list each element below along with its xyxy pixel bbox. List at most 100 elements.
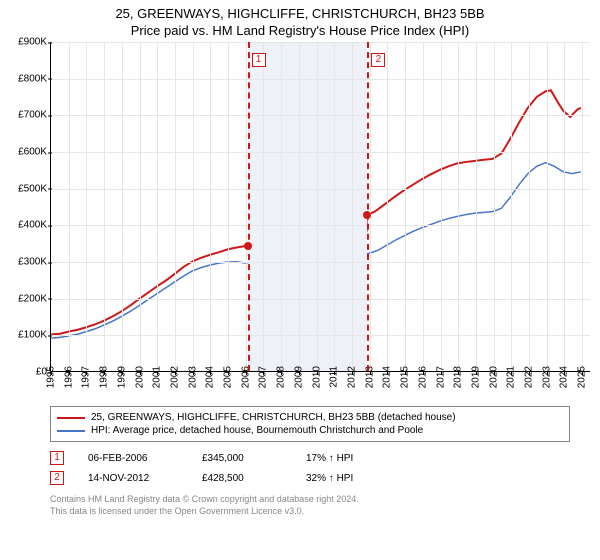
- footer-attribution: Contains HM Land Registry data © Crown c…: [50, 494, 570, 517]
- plot-region: £0£100K£200K£300K£400K£500K£600K£700K£80…: [50, 42, 590, 372]
- x-tick-label: 2019: [470, 366, 481, 388]
- gridline-v: [210, 42, 211, 371]
- gridline-h: [51, 335, 590, 336]
- sale-dot: [363, 211, 371, 219]
- y-tick-label: £700K: [1, 110, 47, 121]
- x-tick-label: 2016: [417, 366, 428, 388]
- gridline-v: [69, 42, 70, 371]
- y-tick-label: £0: [1, 367, 47, 378]
- sale-marker-box: 2: [371, 53, 385, 67]
- x-tick-label: 2006: [240, 366, 251, 388]
- chart-title-block: 25, GREENWAYS, HIGHCLIFFE, CHRISTCHURCH,…: [0, 0, 600, 42]
- gridline-v: [334, 42, 335, 371]
- gridline-v: [104, 42, 105, 371]
- gridline-v: [228, 42, 229, 371]
- y-tick-label: £300K: [1, 257, 47, 268]
- y-tick-label: £600K: [1, 147, 47, 158]
- y-tick-label: £400K: [1, 220, 47, 231]
- gridline-v: [582, 42, 583, 371]
- sale-date: 14-NOV-2012: [88, 473, 178, 484]
- sale-price: £345,000: [202, 453, 282, 464]
- gridline-v: [529, 42, 530, 371]
- gridline-h: [51, 189, 590, 190]
- gridline-v: [511, 42, 512, 371]
- y-tick-label: £500K: [1, 183, 47, 194]
- x-tick-label: 2025: [577, 366, 588, 388]
- legend-row: 25, GREENWAYS, HIGHCLIFFE, CHRISTCHURCH,…: [57, 411, 563, 424]
- legend-swatch: [57, 417, 85, 419]
- gridline-v: [441, 42, 442, 371]
- x-tick-label: 2007: [258, 366, 269, 388]
- x-tick-label: 2017: [435, 366, 446, 388]
- gridline-h: [51, 79, 590, 80]
- gridline-h: [51, 262, 590, 263]
- x-tick-label: 2024: [559, 366, 570, 388]
- footer-line-2: This data is licensed under the Open Gov…: [50, 506, 570, 518]
- x-tick-label: 2008: [276, 366, 287, 388]
- x-tick-label: 2018: [453, 366, 464, 388]
- sale-row: 106-FEB-2006£345,00017% ↑ HPI: [50, 448, 570, 468]
- x-tick-label: 1996: [63, 366, 74, 388]
- x-tick-label: 2012: [346, 366, 357, 388]
- gridline-v: [352, 42, 353, 371]
- x-tick-label: 2020: [488, 366, 499, 388]
- gridline-v: [317, 42, 318, 371]
- sale-delta: 17% ↑ HPI: [306, 453, 353, 464]
- x-tick-label: 2021: [506, 366, 517, 388]
- gridline-v: [263, 42, 264, 371]
- gridline-h: [51, 152, 590, 153]
- gridline-h: [51, 225, 590, 226]
- gridline-v: [122, 42, 123, 371]
- legend-label: HPI: Average price, detached house, Bour…: [91, 425, 423, 436]
- gridline-v: [157, 42, 158, 371]
- x-tick-label: 2010: [311, 366, 322, 388]
- gridline-v: [547, 42, 548, 371]
- gridline-v: [476, 42, 477, 371]
- sale-vline: [248, 42, 250, 371]
- x-tick-label: 1998: [99, 366, 110, 388]
- x-tick-label: 1999: [116, 366, 127, 388]
- gridline-v: [458, 42, 459, 371]
- y-tick-label: £800K: [1, 73, 47, 84]
- gridline-v: [387, 42, 388, 371]
- y-tick-label: £200K: [1, 293, 47, 304]
- sale-price: £428,500: [202, 473, 282, 484]
- x-tick-label: 1997: [81, 366, 92, 388]
- chart-subtitle: Price paid vs. HM Land Registry's House …: [0, 23, 600, 38]
- x-tick-label: 2015: [400, 366, 411, 388]
- x-tick-label: 2003: [187, 366, 198, 388]
- legend-box: 25, GREENWAYS, HIGHCLIFFE, CHRISTCHURCH,…: [50, 406, 570, 442]
- gridline-v: [140, 42, 141, 371]
- x-tick-label: 2002: [169, 366, 180, 388]
- sale-row-marker: 1: [50, 451, 64, 465]
- y-tick-label: £100K: [1, 330, 47, 341]
- sale-delta: 32% ↑ HPI: [306, 473, 353, 484]
- gridline-v: [405, 42, 406, 371]
- sale-marker-box: 1: [252, 53, 266, 67]
- x-tick-label: 2000: [134, 366, 145, 388]
- x-tick-label: 2005: [223, 366, 234, 388]
- chart-title: 25, GREENWAYS, HIGHCLIFFE, CHRISTCHURCH,…: [0, 6, 600, 21]
- x-tick-label: 2022: [524, 366, 535, 388]
- x-tick-label: 2013: [364, 366, 375, 388]
- gridline-v: [281, 42, 282, 371]
- gridline-v: [423, 42, 424, 371]
- sale-row: 2 14-NOV-2012 £428,500 32% ↑ HPI: [50, 468, 570, 488]
- legend-swatch: [57, 430, 85, 432]
- sale-vline: [367, 42, 369, 371]
- gridline-h: [51, 115, 590, 116]
- x-tick-label: 2023: [541, 366, 552, 388]
- sale-row-marker: 2: [50, 471, 64, 485]
- footer-line-1: Contains HM Land Registry data © Crown c…: [50, 494, 570, 506]
- x-tick-label: 2014: [382, 366, 393, 388]
- gridline-v: [564, 42, 565, 371]
- sale-dot: [244, 242, 252, 250]
- x-tick-label: 2004: [205, 366, 216, 388]
- gridline-h: [51, 299, 590, 300]
- x-tick-label: 1995: [46, 366, 57, 388]
- x-tick-label: 2009: [293, 366, 304, 388]
- sales-list: 106-FEB-2006£345,00017% ↑ HPI214-NOV-201…: [50, 448, 570, 488]
- legend-row: HPI: Average price, detached house, Bour…: [57, 424, 563, 437]
- gridline-v: [494, 42, 495, 371]
- gridline-v: [193, 42, 194, 371]
